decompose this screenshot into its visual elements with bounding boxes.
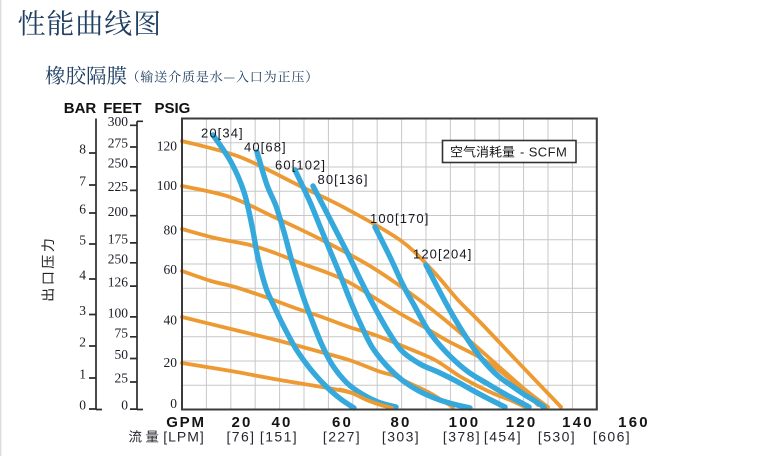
svg-text:120[204]: 120[204] bbox=[413, 247, 472, 262]
svg-text:100: 100 bbox=[108, 305, 129, 320]
svg-text:0: 0 bbox=[121, 398, 128, 413]
svg-text:175: 175 bbox=[108, 231, 129, 246]
svg-text:120: 120 bbox=[157, 139, 178, 154]
svg-text:40: 40 bbox=[164, 313, 178, 328]
svg-text:75: 75 bbox=[115, 325, 129, 340]
svg-text:250: 250 bbox=[108, 251, 129, 266]
svg-text:40[68]: 40[68] bbox=[244, 140, 287, 155]
svg-text:20: 20 bbox=[231, 414, 252, 431]
svg-text:100[170]: 100[170] bbox=[370, 211, 429, 226]
svg-text:8: 8 bbox=[79, 142, 86, 157]
svg-text:3: 3 bbox=[79, 303, 86, 318]
svg-text:40: 40 bbox=[271, 414, 292, 431]
svg-text:225: 225 bbox=[108, 179, 129, 194]
svg-text:80[136]: 80[136] bbox=[318, 172, 369, 187]
svg-text:[76]: [76] bbox=[227, 429, 256, 445]
svg-text:5: 5 bbox=[79, 233, 86, 248]
svg-text:126: 126 bbox=[108, 275, 129, 290]
svg-text:[530]: [530] bbox=[538, 429, 576, 445]
svg-text:275: 275 bbox=[108, 136, 129, 151]
svg-text:140: 140 bbox=[562, 414, 594, 431]
svg-text:20: 20 bbox=[164, 355, 178, 370]
svg-text:25: 25 bbox=[115, 371, 129, 386]
svg-text:80: 80 bbox=[164, 222, 178, 237]
svg-text:60: 60 bbox=[332, 414, 353, 431]
svg-text:PSIG: PSIG bbox=[154, 100, 190, 117]
svg-text:7: 7 bbox=[79, 174, 86, 189]
svg-text:0: 0 bbox=[170, 396, 177, 411]
svg-text:FEET: FEET bbox=[103, 100, 141, 117]
svg-text:1: 1 bbox=[79, 367, 86, 382]
svg-text:300: 300 bbox=[108, 114, 129, 129]
svg-text:200: 200 bbox=[108, 204, 129, 219]
svg-text:[227]: [227] bbox=[323, 429, 361, 445]
svg-text:60: 60 bbox=[164, 262, 178, 277]
svg-text:6: 6 bbox=[79, 202, 86, 217]
svg-text:2: 2 bbox=[79, 335, 86, 350]
svg-text:BAR: BAR bbox=[64, 100, 97, 117]
svg-text:80: 80 bbox=[390, 414, 411, 431]
svg-text:4: 4 bbox=[79, 268, 86, 283]
svg-text:50: 50 bbox=[115, 347, 129, 362]
svg-text:250: 250 bbox=[108, 155, 129, 170]
svg-text:160: 160 bbox=[618, 414, 650, 431]
svg-text:20[34]: 20[34] bbox=[201, 126, 244, 141]
svg-text:[606]: [606] bbox=[593, 429, 631, 445]
svg-text:60[102]: 60[102] bbox=[275, 158, 326, 173]
svg-text:0: 0 bbox=[79, 398, 86, 413]
svg-text:[151]: [151] bbox=[260, 429, 298, 445]
svg-text:100: 100 bbox=[157, 178, 178, 193]
svg-text:100: 100 bbox=[449, 414, 481, 431]
svg-text:- SCFM: - SCFM bbox=[520, 145, 567, 160]
svg-text:GPM: GPM bbox=[166, 414, 206, 431]
svg-text:[454]: [454] bbox=[484, 429, 522, 445]
svg-text:[303]: [303] bbox=[382, 429, 420, 445]
svg-text:120: 120 bbox=[506, 414, 538, 431]
svg-text:[378]: [378] bbox=[443, 429, 481, 445]
svg-text:[LPM]: [LPM] bbox=[163, 429, 205, 445]
